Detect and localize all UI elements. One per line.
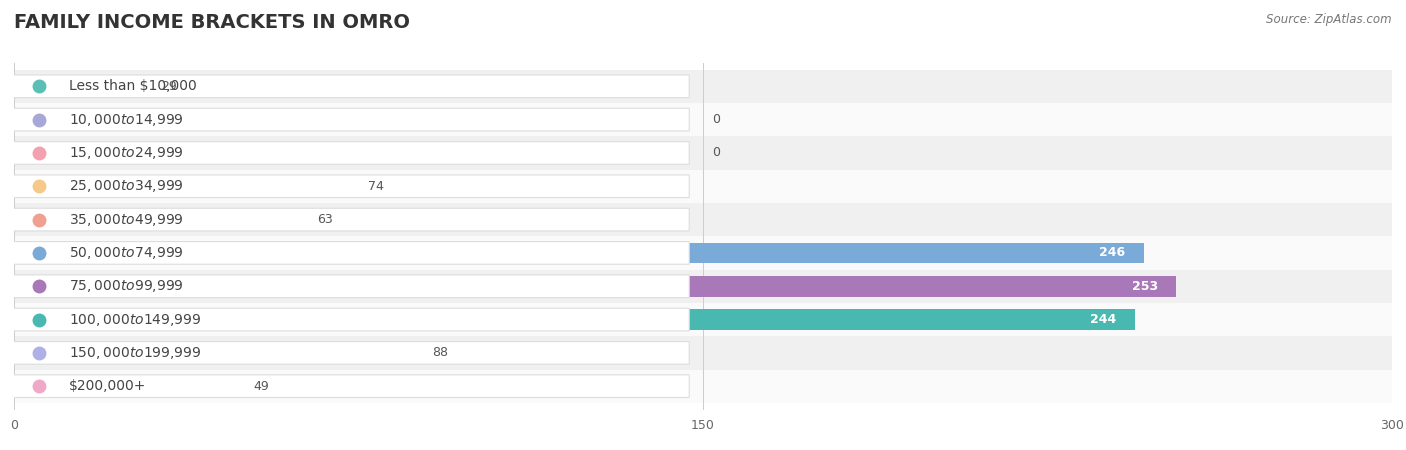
- Bar: [14, 236, 1392, 270]
- Bar: [14, 243, 1144, 263]
- Text: 88: 88: [432, 346, 449, 360]
- Bar: [14, 170, 1392, 203]
- Text: $10,000 to $14,999: $10,000 to $14,999: [69, 112, 184, 128]
- Bar: [14, 176, 354, 197]
- FancyBboxPatch shape: [10, 208, 689, 231]
- Bar: [14, 109, 24, 130]
- FancyBboxPatch shape: [10, 242, 689, 264]
- Bar: [14, 136, 1392, 170]
- Bar: [14, 342, 418, 363]
- FancyBboxPatch shape: [10, 175, 689, 198]
- Text: 74: 74: [368, 180, 384, 193]
- FancyBboxPatch shape: [10, 75, 689, 98]
- Text: $100,000 to $149,999: $100,000 to $149,999: [69, 311, 201, 328]
- Bar: [14, 70, 1392, 103]
- Bar: [14, 303, 1392, 336]
- Bar: [14, 376, 239, 396]
- Bar: [14, 369, 1392, 403]
- Bar: [14, 309, 1135, 330]
- FancyBboxPatch shape: [10, 108, 689, 131]
- FancyBboxPatch shape: [10, 342, 689, 364]
- FancyBboxPatch shape: [10, 142, 689, 164]
- Bar: [14, 336, 1392, 369]
- FancyBboxPatch shape: [10, 275, 689, 297]
- Bar: [14, 276, 1175, 297]
- Text: 49: 49: [253, 380, 269, 393]
- Text: FAMILY INCOME BRACKETS IN OMRO: FAMILY INCOME BRACKETS IN OMRO: [14, 14, 411, 32]
- Bar: [14, 76, 148, 97]
- Bar: [14, 103, 1392, 136]
- FancyBboxPatch shape: [10, 308, 689, 331]
- Text: 0: 0: [713, 146, 720, 159]
- Text: 246: 246: [1099, 247, 1126, 259]
- Bar: [14, 203, 1392, 236]
- Text: 253: 253: [1132, 280, 1157, 293]
- Text: Source: ZipAtlas.com: Source: ZipAtlas.com: [1267, 14, 1392, 27]
- Text: 244: 244: [1090, 313, 1116, 326]
- FancyBboxPatch shape: [10, 375, 689, 397]
- Text: $50,000 to $74,999: $50,000 to $74,999: [69, 245, 184, 261]
- Text: 0: 0: [713, 113, 720, 126]
- Text: $15,000 to $24,999: $15,000 to $24,999: [69, 145, 184, 161]
- Text: 63: 63: [318, 213, 333, 226]
- Text: $150,000 to $199,999: $150,000 to $199,999: [69, 345, 201, 361]
- Bar: [14, 270, 1392, 303]
- Text: 29: 29: [162, 80, 177, 93]
- Text: $35,000 to $49,999: $35,000 to $49,999: [69, 212, 184, 228]
- Bar: [14, 143, 24, 163]
- Text: Less than $10,000: Less than $10,000: [69, 79, 197, 93]
- Bar: [14, 209, 304, 230]
- Text: $25,000 to $34,999: $25,000 to $34,999: [69, 178, 184, 194]
- Text: $75,000 to $99,999: $75,000 to $99,999: [69, 278, 184, 294]
- Text: $200,000+: $200,000+: [69, 379, 146, 393]
